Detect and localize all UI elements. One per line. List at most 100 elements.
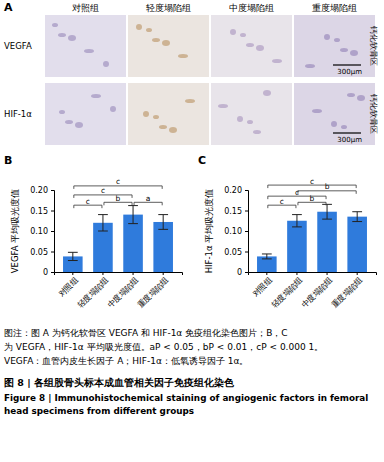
x-tick-label: 重度塌陷组: [330, 275, 365, 310]
x-tick-mark: [266, 272, 267, 275]
micrograph: [128, 83, 209, 145]
error-bar: [158, 215, 168, 230]
panel-a: A对照组轻度塌陷组中度塌陷组重度塌陷组VEGFA钙化软骨区300μmHIF-1α…: [4, 1, 378, 145]
significance-label: a: [146, 194, 151, 203]
micrograph: [211, 83, 292, 145]
micrograph-texture: [153, 115, 159, 119]
micrograph-texture: [162, 40, 170, 46]
micrograph-texture: [350, 50, 358, 56]
micrograph-texture: [331, 121, 337, 127]
x-tick-label: 对照组: [57, 275, 80, 298]
y-tick-label: 0.10: [224, 227, 242, 236]
x-tick-mark: [133, 272, 134, 275]
micrograph-texture: [347, 93, 355, 97]
micrograph: [45, 15, 126, 77]
x-tick: 对照组: [57, 272, 80, 299]
panel-label: B: [4, 154, 12, 167]
micrograph-texture: [305, 64, 315, 68]
significance-label: c: [101, 186, 105, 195]
micrograph-texture: [237, 116, 243, 122]
figure-title-zh: 图 8 | 各组股骨头标本成血管相关因子免疫组化染色: [4, 377, 235, 388]
significance-label: c: [295, 188, 299, 197]
y-tick-label: 0.15: [30, 207, 48, 216]
y-tick-mark: [51, 190, 54, 191]
micrograph-texture: [58, 33, 66, 37]
micrograph-texture: [357, 95, 365, 101]
caption: 图注：图 A 为钙化软骨区 VEGFA 和 HIF-1α 免疫组化染色图片；B，…: [4, 328, 368, 416]
y-tick-label: 0.20: [224, 186, 242, 195]
micrograph-texture: [240, 33, 246, 37]
region-label: 钙化软骨区: [369, 93, 378, 134]
row-label: HIF-1α: [4, 109, 32, 119]
significance: cbacc: [74, 177, 162, 208]
x-tick-label: 轻度塌陷组: [76, 275, 111, 310]
micrograph-texture: [84, 49, 94, 53]
y-tick: 0: [237, 268, 248, 277]
y-tick: 0.10: [30, 227, 54, 236]
significance-label: c: [116, 177, 120, 186]
region-label: 钙化软骨区: [369, 25, 378, 66]
micrograph-texture: [230, 29, 236, 35]
significance-label: b: [310, 194, 315, 203]
column-header: 重度塌陷组: [312, 3, 357, 13]
micrograph-texture: [253, 130, 261, 134]
y-tick-mark: [245, 272, 248, 273]
micrograph-texture: [334, 38, 340, 42]
x-axis: 对照组轻度塌陷组中度塌陷组重度塌陷组: [55, 272, 183, 310]
micrograph-texture: [159, 125, 167, 129]
y-tick: 0.20: [30, 186, 54, 195]
micrograph-texture: [91, 94, 101, 98]
micrograph-texture: [65, 120, 73, 124]
scale-bar-label: 300μm: [337, 136, 362, 144]
micrograph-texture: [246, 43, 254, 47]
micrograph-texture: [143, 111, 149, 117]
scale-bar-label: 300μm: [337, 68, 362, 76]
x-tick-mark: [102, 272, 103, 275]
x-tick-mark: [163, 272, 164, 275]
y-axis: 0 0.05 0.10 0.15 0.20: [30, 186, 54, 277]
x-tick-mark: [327, 272, 328, 275]
x-tick: 重度塌陷组: [330, 272, 365, 310]
x-tick: 对照组: [251, 272, 274, 299]
micrograph-texture: [103, 61, 109, 67]
micrograph-texture: [263, 90, 271, 96]
plot-area: [257, 204, 367, 272]
caption-note: 图注：图 A 为钙化软骨区 VEGFA 和 HIF-1α 免疫组化染色图片；B，…: [4, 328, 288, 338]
micrograph-texture: [218, 104, 228, 108]
y-tick: 0.15: [224, 207, 248, 216]
micrograph: [294, 83, 375, 145]
x-tick-mark: [296, 272, 297, 275]
x-tick-label: 对照组: [251, 275, 274, 298]
x-tick-label: 中度塌陷组: [106, 275, 141, 310]
error-bar: [262, 254, 272, 259]
error-bar: [128, 206, 138, 224]
bar-chart: C00.050.100.150.20HIF-1α 平均吸光度值对照组轻度塌陷组中…: [198, 154, 377, 310]
significance-label: b: [325, 182, 330, 191]
y-axis-line: [51, 191, 55, 273]
y-tick: 0.10: [224, 227, 248, 236]
x-tick: 重度塌陷组: [136, 272, 171, 310]
panel-label: C: [198, 154, 206, 167]
micrograph-texture: [52, 23, 58, 27]
x-tick-mark: [357, 272, 358, 275]
y-tick-mark: [51, 252, 54, 253]
y-tick: 0: [43, 268, 54, 277]
y-tick-label: 0.20: [30, 186, 48, 195]
y-tick-mark: [245, 190, 248, 191]
y-axis-title: HIF-1α 平均吸光度值: [204, 189, 214, 274]
error-bar: [352, 212, 362, 222]
micrograph-texture: [185, 99, 195, 103]
micrograph-texture: [136, 24, 142, 30]
y-tick-label: 0.05: [30, 248, 48, 257]
y-tick-label: 0.05: [224, 248, 242, 257]
micrograph-texture: [110, 106, 116, 112]
x-tick-mark: [72, 272, 73, 275]
significance-label: c: [86, 197, 90, 206]
column-header: 对照组: [72, 3, 99, 13]
column-header: 轻度塌陷组: [146, 3, 191, 13]
bar: [287, 221, 307, 272]
panel-label: A: [4, 1, 13, 14]
micrograph: [294, 15, 375, 77]
micrograph: [45, 83, 126, 145]
x-tick-label: 中度塌陷组: [300, 275, 335, 310]
